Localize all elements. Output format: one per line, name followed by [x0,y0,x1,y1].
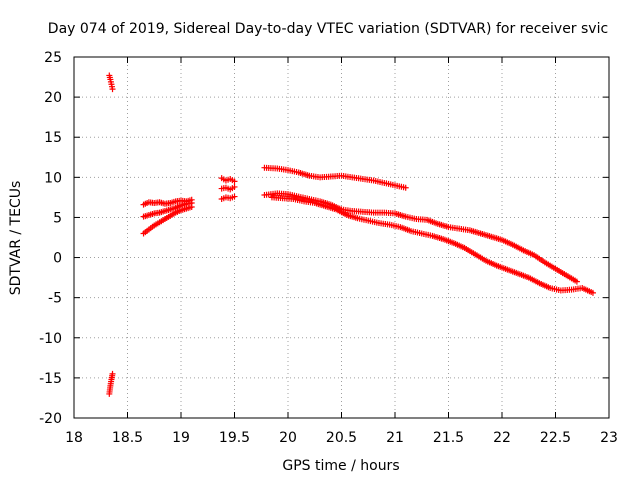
chart-title: Day 074 of 2019, Sidereal Day-to-day VTE… [48,21,608,37]
series-track-b [106,370,116,397]
y-tick-label: -15 [39,371,62,387]
x-tick-label: 19 [172,430,190,446]
x-tick-label: 22.5 [540,430,571,446]
series-track-f [218,175,238,185]
y-tick-label: 0 [53,251,62,267]
axis-ticks: 18 18.5 19 19.5 20 20.5 21 21.5 22 22.5 23 -20 -15 -1… [39,50,618,446]
data-point [188,204,195,211]
series-track-a [106,72,116,93]
data-point [109,370,116,377]
data-point [573,278,580,285]
series-track-j [261,190,580,285]
x-tick-label: 21 [386,430,404,446]
y-tick-label: 25 [44,50,62,66]
x-tick-label: 18 [65,430,83,446]
x-tick-label: 20 [279,430,297,446]
x-axis-title: GPS time / hours [282,458,399,474]
series-track-g [218,183,238,193]
y-tick-label: 10 [44,170,62,186]
series-track-k [268,194,596,296]
series-track-e [140,204,195,237]
y-tick-label: 20 [44,90,62,106]
x-tick-label: 20.5 [326,430,357,446]
x-tick-label: 21.5 [433,430,464,446]
data-point [109,86,116,93]
y-tick-label: 15 [44,130,62,146]
data-point [402,184,409,191]
y-axis-title: SDTVAR / TECUs [8,181,24,296]
x-tick-label: 22 [493,430,511,446]
data-point [231,183,238,190]
series-track-i [261,164,409,191]
x-tick-label: 18.5 [112,430,143,446]
y-tick-label: -10 [39,331,62,347]
y-tick-label: -5 [48,291,62,307]
data-point [589,289,596,296]
x-tick-label: 19.5 [219,430,250,446]
y-tick-label: -20 [39,411,62,427]
data-point [231,193,238,200]
grid [74,57,609,418]
series-track-h [218,193,238,202]
y-tick-label: 5 [53,210,62,226]
x-tick-label: 23 [600,430,618,446]
plot-marks [106,72,596,397]
data-point [231,178,238,185]
